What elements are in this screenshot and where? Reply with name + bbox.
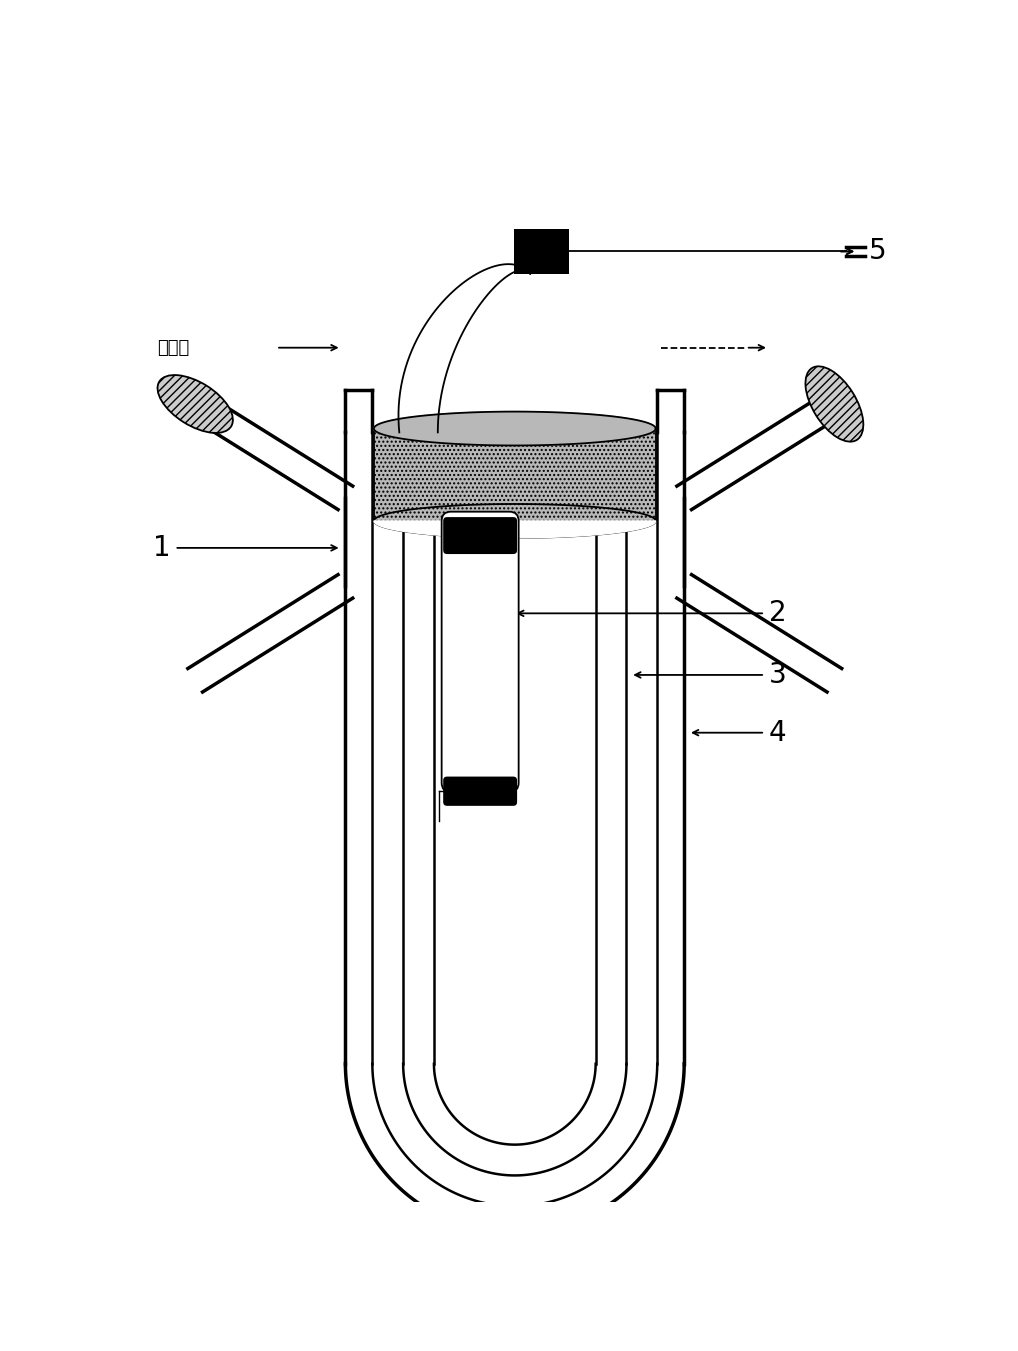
Polygon shape [374,521,656,538]
Text: 冷凝水: 冷凝水 [157,339,189,357]
Text: 2: 2 [769,600,787,627]
Ellipse shape [805,366,863,442]
Text: 3: 3 [769,661,787,689]
Text: 1: 1 [153,534,171,562]
Text: 4: 4 [769,719,787,747]
Bar [374,428,656,521]
Bar [514,230,569,274]
Text: 5: 5 [869,238,887,265]
FancyBboxPatch shape [442,512,518,792]
Polygon shape [374,412,656,446]
FancyBboxPatch shape [443,777,517,805]
Ellipse shape [158,376,233,432]
FancyBboxPatch shape [443,517,517,554]
